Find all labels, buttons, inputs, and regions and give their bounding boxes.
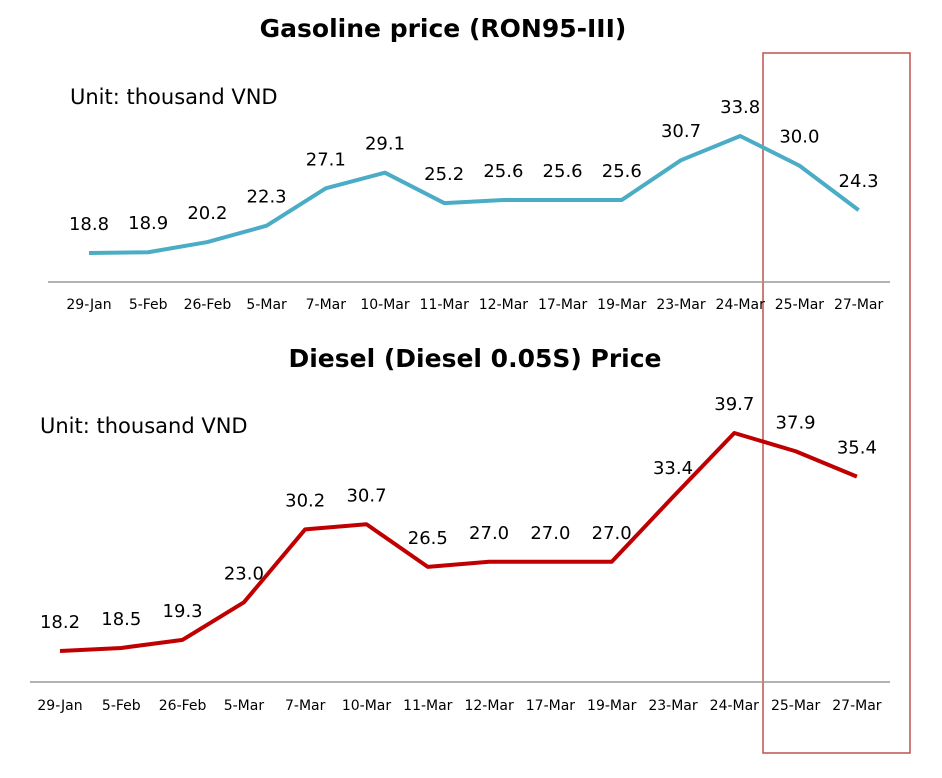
value-label: 18.2 bbox=[40, 612, 80, 633]
value-label: 25.6 bbox=[602, 161, 642, 182]
line bbox=[59, 431, 858, 653]
value-label: 30.7 bbox=[346, 485, 386, 506]
value-label: 26.5 bbox=[408, 528, 448, 549]
x-tick-label: 5-Feb bbox=[129, 297, 168, 313]
value-label: 30.2 bbox=[285, 490, 325, 511]
x-tick-label: 7-Mar bbox=[285, 698, 326, 714]
x-tick-label: 25-Mar bbox=[775, 297, 825, 313]
x-tick-label: 17-Mar bbox=[526, 698, 576, 714]
value-label: 33.4 bbox=[653, 458, 693, 479]
x-tick-label: 24-Mar bbox=[710, 698, 760, 714]
value-label: 25.2 bbox=[424, 164, 464, 185]
x-tick-label: 19-Mar bbox=[587, 698, 637, 714]
x-tick-label: 5-Mar bbox=[224, 698, 265, 714]
highlight-box bbox=[762, 52, 911, 754]
x-tick-label: 7-Mar bbox=[306, 297, 347, 313]
x-tick-label: 23-Mar bbox=[656, 297, 706, 313]
value-label: 27.0 bbox=[592, 523, 632, 544]
x-tick-label: 5-Feb bbox=[102, 698, 141, 714]
value-label: 29.1 bbox=[365, 134, 405, 155]
value-label: 20.2 bbox=[187, 203, 227, 224]
value-label: 18.9 bbox=[128, 213, 168, 234]
value-label: 19.3 bbox=[163, 601, 203, 622]
value-label: 30.0 bbox=[779, 127, 819, 148]
x-tick-label: 27-Mar bbox=[834, 297, 884, 313]
value-label: 39.7 bbox=[714, 394, 754, 415]
chart-title: Gasoline price (RON95-III) bbox=[260, 14, 627, 43]
x-tick-label: 19-Mar bbox=[597, 297, 647, 313]
x-tick-label: 5-Mar bbox=[246, 297, 287, 313]
line bbox=[88, 134, 860, 255]
x-tick-label: 17-Mar bbox=[538, 297, 588, 313]
value-label: 22.3 bbox=[247, 187, 287, 208]
value-label: 25.6 bbox=[483, 161, 523, 182]
x-tick-label: 26-Feb bbox=[184, 297, 232, 313]
x-tick-label: 23-Mar bbox=[648, 698, 698, 714]
unit-label: Unit: thousand VND bbox=[70, 85, 278, 109]
value-label: 25.6 bbox=[543, 161, 583, 182]
value-label: 27.1 bbox=[306, 149, 346, 170]
value-label: 23.0 bbox=[224, 563, 264, 584]
x-tick-label: 12-Mar bbox=[464, 698, 514, 714]
chart-title: Diesel (Diesel 0.05S) Price bbox=[288, 344, 661, 373]
x-tick-label: 10-Mar bbox=[342, 698, 392, 714]
value-label: 35.4 bbox=[837, 438, 877, 459]
value-label: 27.0 bbox=[530, 523, 570, 544]
x-tick-label: 12-Mar bbox=[479, 297, 529, 313]
x-tick-label: 27-Mar bbox=[832, 698, 882, 714]
x-tick-label: 26-Feb bbox=[159, 698, 207, 714]
x-tick-label: 29-Jan bbox=[37, 698, 82, 714]
value-label: 24.3 bbox=[839, 171, 879, 192]
x-tick-label: 11-Mar bbox=[420, 297, 470, 313]
value-label: 27.0 bbox=[469, 523, 509, 544]
x-tick-label: 11-Mar bbox=[403, 698, 453, 714]
value-label: 33.8 bbox=[720, 97, 760, 118]
x-tick-label: 10-Mar bbox=[360, 297, 410, 313]
x-tick-label: 29-Jan bbox=[66, 297, 111, 313]
x-tick-label: 24-Mar bbox=[716, 297, 766, 313]
value-label: 18.5 bbox=[101, 609, 141, 630]
value-label: 37.9 bbox=[776, 412, 816, 433]
value-label: 18.8 bbox=[69, 214, 109, 235]
value-label: 30.7 bbox=[661, 121, 701, 142]
unit-label: Unit: thousand VND bbox=[40, 414, 248, 438]
x-tick-label: 25-Mar bbox=[771, 698, 821, 714]
